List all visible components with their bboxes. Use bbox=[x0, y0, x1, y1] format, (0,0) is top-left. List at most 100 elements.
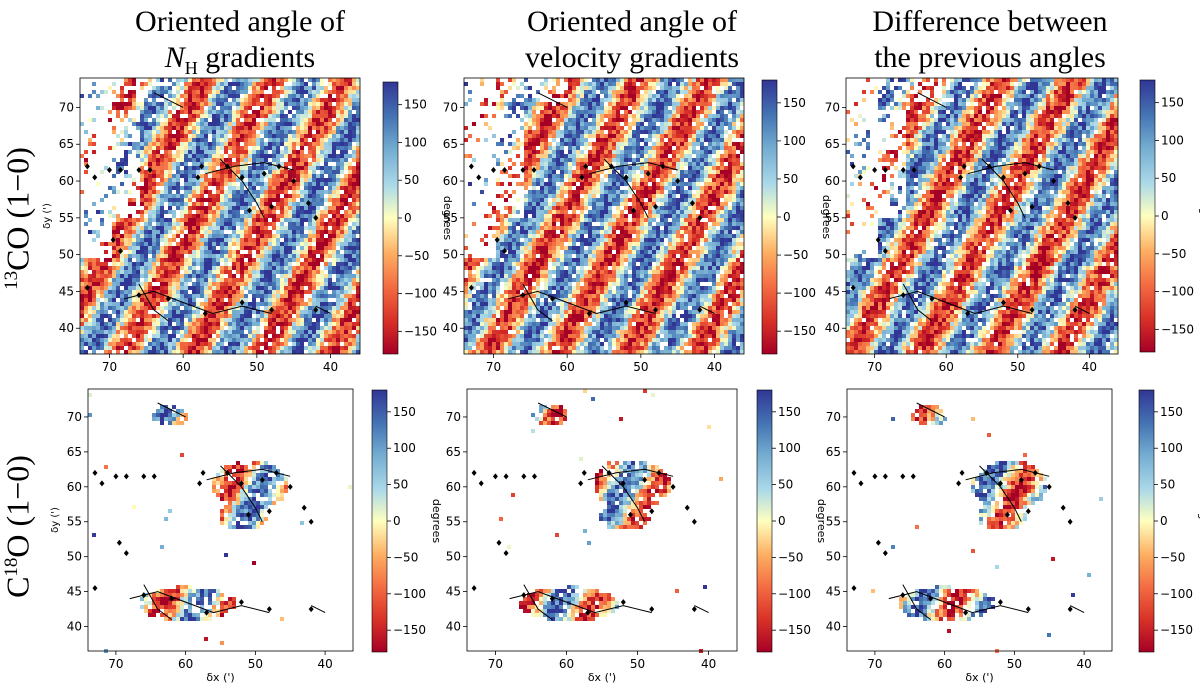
heatmap-cell bbox=[256, 342, 260, 346]
heatmap-cell bbox=[148, 242, 152, 246]
heatmap-cell bbox=[236, 350, 240, 354]
heatmap-cell bbox=[276, 186, 280, 190]
heatmap-cell bbox=[324, 190, 328, 194]
heatmap-cell bbox=[256, 178, 260, 182]
heatmap-cell bbox=[220, 294, 224, 298]
heatmap-cell bbox=[172, 270, 176, 274]
heatmap-cell bbox=[288, 298, 292, 302]
heatmap-cell bbox=[196, 126, 200, 130]
heatmap-cell bbox=[172, 306, 176, 310]
heatmap-cell bbox=[236, 194, 240, 198]
heatmap-cell bbox=[176, 294, 180, 298]
heatmap-cell bbox=[180, 126, 184, 130]
heatmap-cell bbox=[204, 258, 208, 262]
heatmap-cell bbox=[656, 82, 660, 86]
heatmap-cell bbox=[356, 262, 360, 266]
heatmap-cell bbox=[344, 106, 348, 110]
heatmap-cell bbox=[196, 322, 200, 326]
heatmap-cell bbox=[96, 278, 100, 282]
heatmap-cell bbox=[340, 158, 344, 162]
heatmap-cell bbox=[340, 230, 344, 234]
heatmap-cell bbox=[356, 206, 360, 210]
heatmap-cell bbox=[196, 130, 200, 134]
heatmap-cell bbox=[184, 198, 188, 202]
heatmap-cell bbox=[192, 318, 196, 322]
heatmap-cell bbox=[316, 302, 320, 306]
heatmap-cell bbox=[244, 314, 248, 318]
heatmap-cell bbox=[616, 98, 620, 102]
heatmap-cell bbox=[256, 234, 260, 238]
heatmap-cell bbox=[280, 86, 284, 90]
heatmap-cell bbox=[292, 90, 296, 94]
filament-4 bbox=[124, 290, 272, 315]
heatmap-cell bbox=[268, 138, 272, 142]
heatmap-cell bbox=[304, 314, 308, 318]
heatmap-cell bbox=[516, 138, 520, 142]
heatmap-cell bbox=[736, 130, 740, 134]
heatmap-cell bbox=[176, 138, 180, 142]
heatmap-cell bbox=[220, 242, 224, 246]
heatmap-cell bbox=[728, 98, 732, 102]
heatmap-cell bbox=[140, 82, 144, 86]
heatmap-cell bbox=[336, 342, 340, 346]
heatmap-cell bbox=[144, 206, 148, 210]
heatmap-cell bbox=[252, 318, 256, 322]
heatmap-cell bbox=[300, 130, 304, 134]
heatmap-cell bbox=[124, 106, 128, 110]
heatmap-cell bbox=[252, 98, 256, 102]
heatmap-cell bbox=[112, 90, 116, 94]
heatmap-cell bbox=[552, 106, 556, 110]
heatmap-cell bbox=[576, 106, 580, 110]
heatmap-cell bbox=[144, 330, 148, 334]
heatmap-cell bbox=[184, 278, 188, 282]
heatmap-cell bbox=[676, 138, 680, 142]
heatmap-cell bbox=[284, 282, 288, 286]
heatmap-cell bbox=[268, 142, 272, 146]
heatmap-cell bbox=[324, 106, 328, 110]
heatmap-cell bbox=[268, 338, 272, 342]
heatmap-cell bbox=[708, 110, 712, 114]
heatmap-cell bbox=[140, 258, 144, 262]
heatmap-cell bbox=[216, 230, 220, 234]
heatmap-cell bbox=[336, 138, 340, 142]
heatmap-cell bbox=[264, 302, 268, 306]
heatmap-cell bbox=[604, 110, 608, 114]
heatmap-cell bbox=[188, 314, 192, 318]
heatmap-cell bbox=[176, 162, 180, 166]
heatmap-cell bbox=[320, 194, 324, 198]
heatmap-cell bbox=[244, 138, 248, 142]
heatmap-cell bbox=[300, 174, 304, 178]
heatmap-cell bbox=[328, 342, 332, 346]
heatmap-cell bbox=[272, 298, 276, 302]
heatmap-cell bbox=[608, 122, 612, 126]
heatmap-cell bbox=[208, 298, 212, 302]
heatmap-cell bbox=[308, 198, 312, 202]
heatmap-cell bbox=[116, 334, 120, 338]
heatmap-cell bbox=[700, 122, 704, 126]
heatmap-cell bbox=[92, 82, 96, 86]
heatmap-cell bbox=[128, 222, 132, 226]
heatmap-cell bbox=[156, 254, 160, 258]
heatmap-cell bbox=[220, 174, 224, 178]
heatmap-cell bbox=[260, 90, 264, 94]
heatmap-cell bbox=[316, 342, 320, 346]
heatmap-cell bbox=[308, 98, 312, 102]
heatmap-cell bbox=[156, 190, 160, 194]
heatmap-cell bbox=[200, 210, 204, 214]
heatmap-cell bbox=[348, 114, 352, 118]
heatmap-cell bbox=[216, 110, 220, 114]
heatmap-cell bbox=[208, 270, 212, 274]
heatmap-cell bbox=[112, 258, 116, 262]
heatmap-cell bbox=[616, 130, 620, 134]
heatmap-cell bbox=[252, 306, 256, 310]
heatmap-cell bbox=[120, 322, 124, 326]
heatmap-cell bbox=[328, 174, 332, 178]
heatmap-cell bbox=[156, 154, 160, 158]
heatmap-cell bbox=[316, 294, 320, 298]
heatmap-cell bbox=[308, 262, 312, 266]
heatmap-cell bbox=[672, 122, 676, 126]
heatmap-cell bbox=[264, 338, 268, 342]
heatmap-cell bbox=[200, 110, 204, 114]
heatmap-cell bbox=[224, 146, 228, 150]
heatmap-cell bbox=[248, 214, 252, 218]
